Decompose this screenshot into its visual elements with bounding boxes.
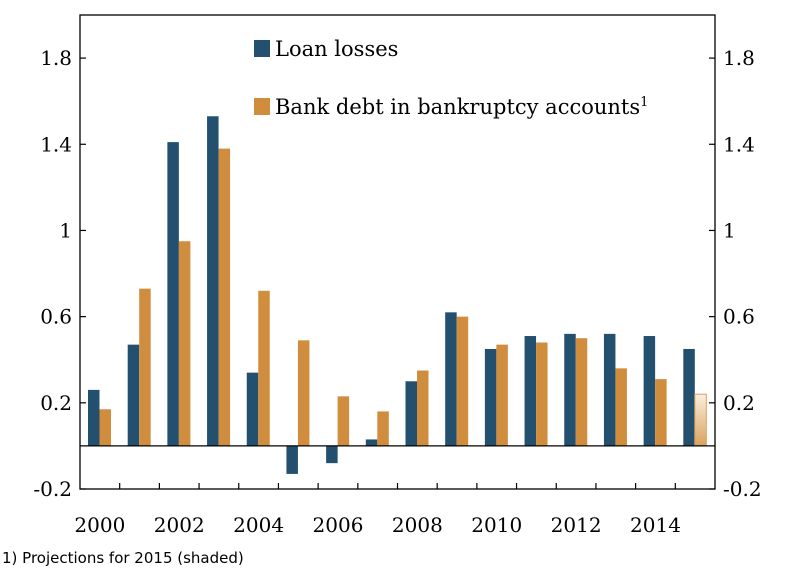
bar-loan-losses-2007 bbox=[365, 439, 378, 446]
x-tick-label: 2002 bbox=[154, 513, 205, 537]
bar-bank-debt-2000 bbox=[99, 409, 111, 446]
legend-swatch-loan-losses bbox=[254, 40, 270, 57]
y-tick-label-right: 1.8 bbox=[723, 46, 755, 70]
y-tick-label-left: -0.2 bbox=[33, 477, 72, 501]
bar-loan-losses-2001 bbox=[127, 344, 140, 446]
bar-bank-debt-2012 bbox=[575, 338, 588, 446]
bar-loan-losses-2009 bbox=[445, 312, 457, 446]
y-tick-label-left: 1.4 bbox=[40, 132, 72, 156]
bar-loan-losses-2008 bbox=[405, 381, 417, 446]
bar-bank-debt-2008 bbox=[417, 370, 429, 446]
x-tick-label: 2010 bbox=[471, 513, 522, 537]
bar-loan-losses-2015 bbox=[683, 348, 695, 446]
bar-bank-debt-2002 bbox=[178, 241, 191, 446]
bar-bank-debt-2011 bbox=[536, 342, 548, 446]
bar-bank-debt-2014 bbox=[655, 379, 667, 446]
bar-bank-debt-2009 bbox=[456, 316, 469, 446]
bar-loan-losses-2002 bbox=[167, 142, 179, 446]
bar-loan-losses-2006 bbox=[326, 445, 338, 464]
x-tick-label: 2004 bbox=[233, 513, 284, 537]
legend-label-loan-losses: Loan losses bbox=[275, 37, 398, 61]
bar-projected-bank-debt-2015 bbox=[694, 393, 707, 447]
bar-loan-losses-2000 bbox=[88, 389, 100, 446]
bar-loan-losses-2005 bbox=[286, 445, 298, 474]
x-tick-label: 2000 bbox=[74, 513, 125, 537]
y-tick-label-left: 1.8 bbox=[40, 46, 72, 70]
bars-group bbox=[88, 116, 707, 474]
bar-loan-losses-2014 bbox=[643, 336, 656, 446]
bar-loan-losses-2013 bbox=[603, 333, 616, 446]
bar-bank-debt-2003 bbox=[218, 148, 231, 446]
x-tick-label: 2006 bbox=[313, 513, 364, 537]
x-tick-label: 2008 bbox=[392, 513, 443, 537]
legend-swatch-bank-debt bbox=[254, 98, 270, 115]
bar-bank-debt-2010 bbox=[496, 344, 508, 446]
y-tick-label-right: 1.4 bbox=[723, 132, 755, 156]
y-tick-label-left: 0.2 bbox=[40, 391, 72, 415]
bar-bank-debt-2007 bbox=[377, 411, 389, 446]
x-tick-label: 2014 bbox=[630, 513, 681, 537]
bar-loan-losses-2003 bbox=[207, 116, 219, 446]
bar-loan-losses-2012 bbox=[564, 333, 576, 446]
bar-loan-losses-2011 bbox=[524, 336, 537, 446]
legend: Loan losses Bank debt in bankruptcy accou… bbox=[254, 37, 648, 119]
bar-bank-debt-2004 bbox=[258, 290, 270, 446]
y-tick-label-right: 1 bbox=[723, 218, 736, 242]
bar-loan-losses-2010 bbox=[484, 348, 497, 446]
bar-bank-debt-2005 bbox=[297, 340, 310, 446]
y-tick-label-left: 0.6 bbox=[40, 305, 72, 329]
y-tick-label-right: 0.6 bbox=[723, 305, 755, 329]
y-tick-label-left: 1 bbox=[59, 218, 72, 242]
footnote: 1) Projections for 2015 (shaded) bbox=[2, 549, 244, 567]
legend-label-bank-debt: Bank debt in bankruptcy accounts1 bbox=[275, 95, 648, 119]
y-tick-label-right: 0.2 bbox=[723, 391, 755, 415]
bar-bank-debt-2013 bbox=[615, 368, 627, 446]
ticks-group: -0.2 -0.2 0.2 0.2 0.6 0.6 1 1 1.4 1.4 1.8 1.8 2000 20… bbox=[33, 46, 761, 537]
x-tick-label: 2012 bbox=[551, 513, 602, 537]
bar-loan-losses-2004 bbox=[246, 372, 259, 446]
bar-bank-debt-2006 bbox=[337, 396, 350, 446]
bar-bank-debt-2001 bbox=[139, 288, 151, 446]
y-tick-label-right: -0.2 bbox=[723, 477, 762, 501]
legend-footnote-marker: 1 bbox=[640, 95, 648, 110]
